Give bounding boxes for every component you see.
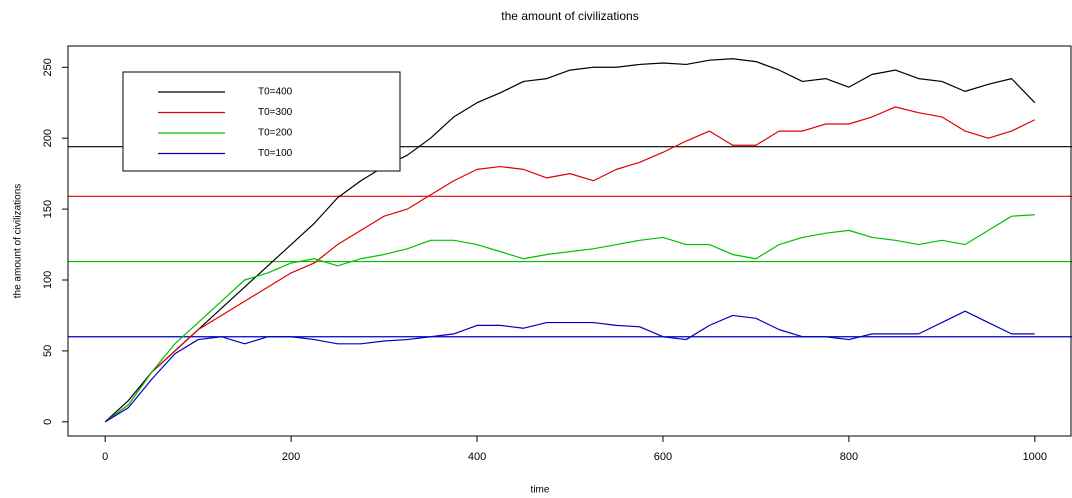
y-tick-label: 0: [42, 419, 54, 425]
plot-frame: [67, 45, 1072, 437]
x-axis-label: time: [531, 485, 550, 496]
y-tick-label: 50: [42, 345, 54, 357]
series-line: [104, 310, 1035, 423]
series-line: [104, 214, 1035, 423]
legend-label: T0=200: [258, 128, 293, 139]
chart-title: the amount of civilizations: [501, 9, 638, 23]
y-tick-label: 200: [42, 129, 54, 147]
x-tick-label: 400: [468, 451, 486, 463]
x-tick-label: 200: [282, 451, 300, 463]
y-tick-label: 100: [42, 271, 54, 289]
y-tick-label: 150: [42, 200, 54, 218]
series-line: [104, 106, 1036, 423]
x-tick-label: 600: [654, 451, 672, 463]
x-tick-label: 800: [840, 451, 858, 463]
legend: T0=400 T0=300 T0=200 T0=100: [122, 71, 401, 172]
legend-label: T0=100: [258, 148, 293, 159]
series-line: [104, 58, 1036, 423]
legend-frame: [122, 71, 401, 172]
legend-label: T0=400: [258, 87, 293, 98]
y-tick-label: 250: [42, 58, 54, 76]
y-axis-label: the amount of civilizations: [13, 184, 24, 299]
legend-label: T0=300: [258, 107, 293, 118]
x-tick-label: 0: [102, 451, 108, 463]
x-tick-label: 1000: [1023, 451, 1047, 463]
